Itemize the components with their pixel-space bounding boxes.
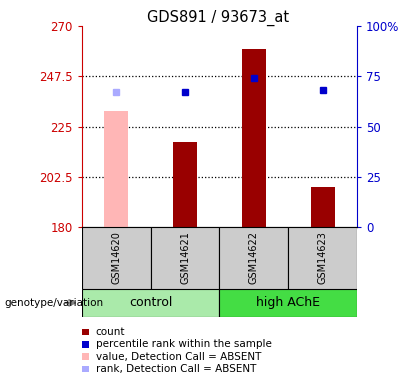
- Text: value, Detection Call = ABSENT: value, Detection Call = ABSENT: [96, 352, 261, 362]
- Bar: [173, 142, 197, 227]
- Text: high AChE: high AChE: [256, 296, 320, 309]
- Text: genotype/variation: genotype/variation: [4, 298, 103, 308]
- Bar: [104, 111, 129, 227]
- Text: GSM14623: GSM14623: [318, 231, 328, 284]
- Bar: [82, 289, 220, 317]
- Text: percentile rank within the sample: percentile rank within the sample: [96, 339, 272, 349]
- Bar: [82, 227, 151, 289]
- Bar: [151, 227, 220, 289]
- Bar: [288, 227, 357, 289]
- Bar: [220, 227, 288, 289]
- Text: control: control: [129, 296, 172, 309]
- Text: GSM14622: GSM14622: [249, 231, 259, 284]
- Bar: [310, 187, 335, 227]
- Text: count: count: [96, 327, 125, 337]
- Text: GSM14621: GSM14621: [180, 231, 190, 284]
- Text: GDS891 / 93673_at: GDS891 / 93673_at: [147, 9, 289, 26]
- Text: GSM14620: GSM14620: [111, 231, 121, 284]
- Bar: [242, 48, 266, 227]
- Bar: [220, 289, 357, 317]
- Text: rank, Detection Call = ABSENT: rank, Detection Call = ABSENT: [96, 364, 256, 374]
